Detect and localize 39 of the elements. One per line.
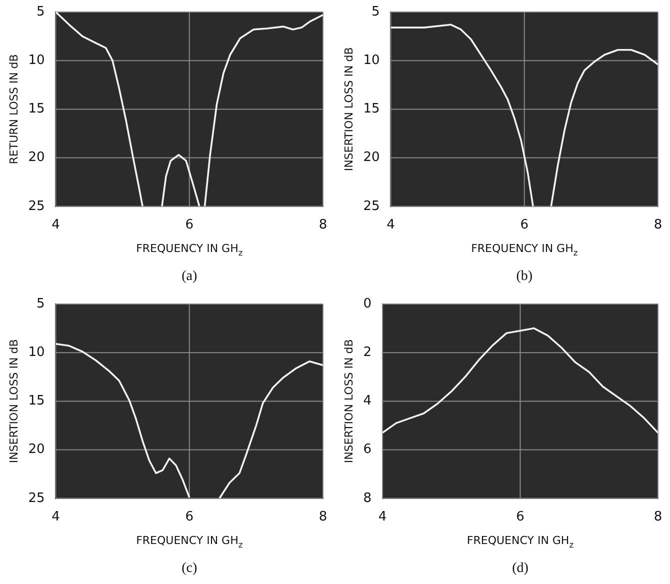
y-tick-label: 0 bbox=[363, 296, 372, 312]
x-tick-label: 6 bbox=[520, 218, 529, 233]
y-tick-label: 10 bbox=[28, 344, 45, 360]
text: (a) bbox=[182, 269, 198, 284]
y-axis-title: INSERTION LOSS IN dB bbox=[7, 339, 20, 464]
x-tick-label: 8 bbox=[318, 510, 328, 525]
text: (d) bbox=[512, 561, 529, 576]
y-tick-label: 5 bbox=[36, 4, 45, 20]
y-axis-title: INSERTION LOSS IN dB bbox=[342, 47, 356, 172]
x-tick-label: 6 bbox=[185, 510, 194, 525]
x-tick-label: 8 bbox=[654, 218, 662, 233]
x-tick-label: 4 bbox=[52, 218, 60, 233]
y-axis-title: INSERTION LOSS IN dB bbox=[342, 339, 356, 464]
y-tick-label: 5 bbox=[36, 296, 45, 312]
y-axis-title: RETURN LOSS IN dB bbox=[7, 54, 20, 164]
y-tick-label: 25 bbox=[28, 198, 45, 214]
y-tick-label: 2 bbox=[363, 344, 372, 360]
x-tick-label: 6 bbox=[516, 510, 524, 525]
x-tick-label: 8 bbox=[654, 510, 662, 525]
y-tick-label: 4 bbox=[363, 394, 372, 409]
y-tick-label: 20 bbox=[28, 442, 45, 458]
x-tick-label: 6 bbox=[185, 218, 194, 233]
y-tick-label: 20 bbox=[28, 150, 45, 166]
y-tick-label: 15 bbox=[28, 102, 45, 117]
y-tick-label: 15 bbox=[28, 394, 45, 409]
y-tick-label: 25 bbox=[363, 198, 380, 214]
text: (c) bbox=[182, 561, 198, 576]
text: (b) bbox=[516, 269, 533, 284]
y-tick-label: 10 bbox=[363, 52, 380, 68]
y-tick-label: 8 bbox=[363, 490, 372, 506]
y-tick-label: 20 bbox=[363, 150, 380, 166]
y-tick-label: 6 bbox=[363, 442, 372, 458]
y-tick-label: 25 bbox=[28, 490, 45, 506]
x-tick-label: 8 bbox=[318, 218, 328, 233]
y-tick-label: 15 bbox=[363, 102, 380, 117]
y-tick-label: 10 bbox=[28, 52, 45, 68]
x-tick-label: 4 bbox=[386, 218, 395, 233]
y-tick-label: 5 bbox=[371, 4, 380, 20]
x-tick-label: 4 bbox=[52, 510, 60, 525]
